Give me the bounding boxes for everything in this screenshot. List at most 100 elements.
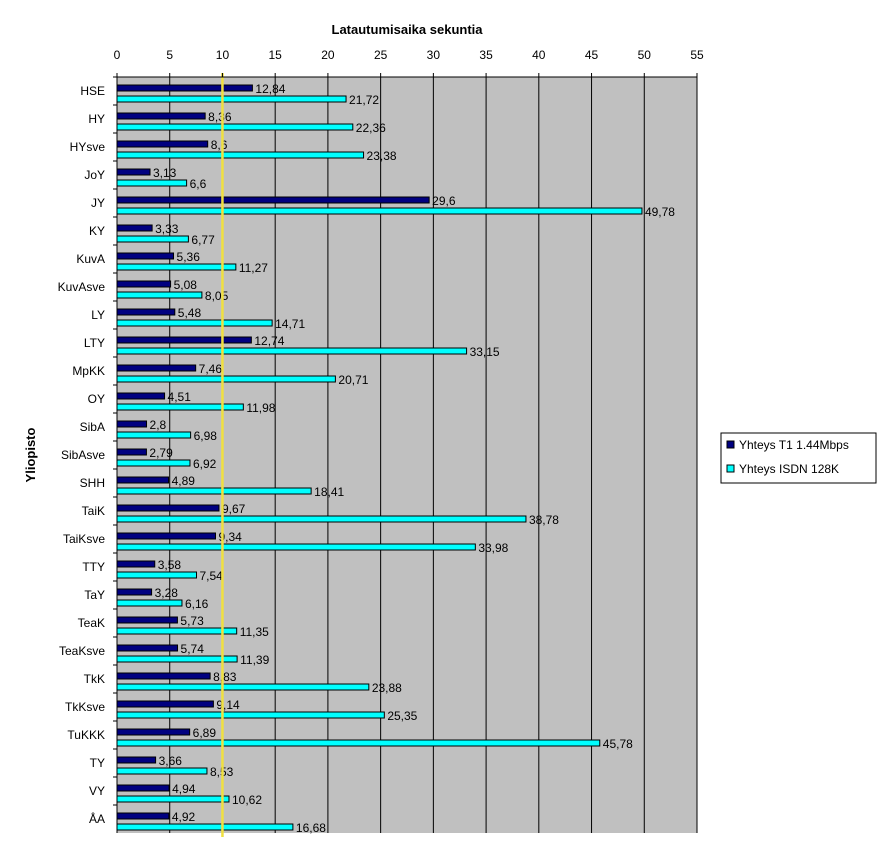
category-label: TTY: [82, 560, 105, 574]
bar-isdn: [116, 319, 273, 327]
bar-isdn: [116, 459, 191, 467]
data-label: 45,78: [603, 737, 633, 751]
data-label: 5,08: [174, 278, 198, 292]
category-label: TkKsve: [65, 700, 105, 714]
data-label: 5,36: [177, 250, 201, 264]
x-tick-label: 5: [166, 48, 173, 62]
category-label: TaY: [84, 588, 105, 602]
category-label: MpKK: [72, 364, 105, 378]
bar-isdn: [116, 403, 244, 411]
x-tick-label: 40: [532, 48, 546, 62]
data-label: 38,78: [529, 513, 559, 527]
data-label: 8,05: [205, 289, 229, 303]
bar-t1: [116, 224, 153, 232]
bar-isdn: [116, 487, 312, 495]
bar-isdn: [116, 515, 527, 523]
data-label: 12,84: [255, 82, 285, 96]
data-label: 6,77: [191, 233, 215, 247]
bar-t1: [116, 168, 151, 176]
data-label: 9,14: [216, 698, 240, 712]
bar-t1: [116, 196, 430, 204]
bar-t1: [116, 784, 170, 792]
bar-t1: [116, 448, 147, 456]
data-label: 5,48: [178, 306, 202, 320]
bar-t1: [116, 588, 153, 596]
data-label: 4,89: [172, 474, 196, 488]
data-label: 2,8: [150, 418, 167, 432]
bar-isdn: [116, 795, 230, 803]
bar-isdn: [116, 95, 347, 103]
data-label: 12,74: [254, 334, 284, 348]
data-label: 11,98: [246, 401, 275, 415]
data-label: 10,62: [232, 793, 262, 807]
bar-isdn: [116, 683, 370, 691]
bar-isdn: [116, 627, 238, 635]
data-label: 18,41: [314, 485, 344, 499]
data-label: 25,35: [387, 709, 417, 723]
bar-t1: [116, 392, 166, 400]
bar-isdn: [116, 599, 183, 607]
category-label: TeaKsve: [59, 644, 105, 658]
category-label: JoY: [84, 168, 105, 182]
bar-isdn: [116, 431, 192, 439]
chart-title: Latautumisaika sekuntia: [332, 22, 484, 37]
category-label: SibAsve: [61, 448, 105, 462]
data-label: 21,72: [349, 93, 379, 107]
bar-t1: [116, 112, 206, 120]
data-label: 6,6: [190, 177, 207, 191]
category-label: TY: [90, 756, 105, 770]
bar-t1: [116, 140, 209, 148]
bar-isdn: [116, 123, 354, 131]
category-label: TkK: [84, 672, 105, 686]
bar-t1: [116, 84, 253, 92]
bar-t1: [116, 672, 211, 680]
bar-isdn: [116, 711, 385, 719]
bar-t1: [116, 252, 175, 260]
x-tick-label: 25: [374, 48, 388, 62]
y-axis-label: Yliopisto: [23, 427, 38, 482]
x-tick-label: 20: [321, 48, 335, 62]
data-label: 23,38: [367, 149, 397, 163]
data-label: 3,66: [159, 754, 183, 768]
bar-t1: [116, 560, 156, 568]
bar-t1: [116, 728, 191, 736]
bar-t1: [116, 280, 172, 288]
x-tick-label: 30: [427, 48, 441, 62]
data-label: 7,54: [200, 569, 224, 583]
data-label: 6,98: [194, 429, 218, 443]
data-label: 7,46: [199, 362, 223, 376]
bar-isdn: [116, 235, 189, 243]
category-label: SHH: [80, 476, 105, 490]
bar-t1: [116, 336, 252, 344]
data-label: 8,36: [208, 110, 232, 124]
bar-isdn: [116, 375, 336, 383]
data-label: 3,33: [155, 222, 179, 236]
bar-isdn: [116, 263, 237, 271]
category-label: LTY: [84, 336, 105, 350]
bar-isdn: [116, 543, 476, 551]
category-label: KuvAsve: [58, 280, 106, 294]
data-label: 16,68: [296, 821, 326, 835]
category-label: HYsve: [70, 140, 106, 154]
category-label: SibA: [80, 420, 105, 434]
bar-isdn: [116, 207, 643, 215]
data-label: 11,39: [240, 653, 269, 667]
data-label: 5,73: [180, 614, 204, 628]
bar-t1: [116, 308, 176, 316]
category-label: LY: [91, 308, 105, 322]
data-label: 3,58: [158, 558, 182, 572]
category-label: TuKKK: [67, 728, 105, 742]
data-label: 14,71: [275, 317, 305, 331]
legend: Yhteys T1 1.44Mbps Yhteys ISDN 128K: [720, 432, 877, 484]
bar-t1: [116, 616, 178, 624]
x-tick-label: 35: [479, 48, 493, 62]
bar-t1: [116, 700, 214, 708]
category-label: TaiK: [82, 504, 105, 518]
data-label: 33,98: [478, 541, 508, 555]
x-tick-label: 10: [216, 48, 230, 62]
category-label: JY: [91, 196, 105, 210]
category-label: TeaK: [78, 616, 105, 630]
data-label: 6,92: [193, 457, 217, 471]
x-tick-label: 55: [690, 48, 704, 62]
